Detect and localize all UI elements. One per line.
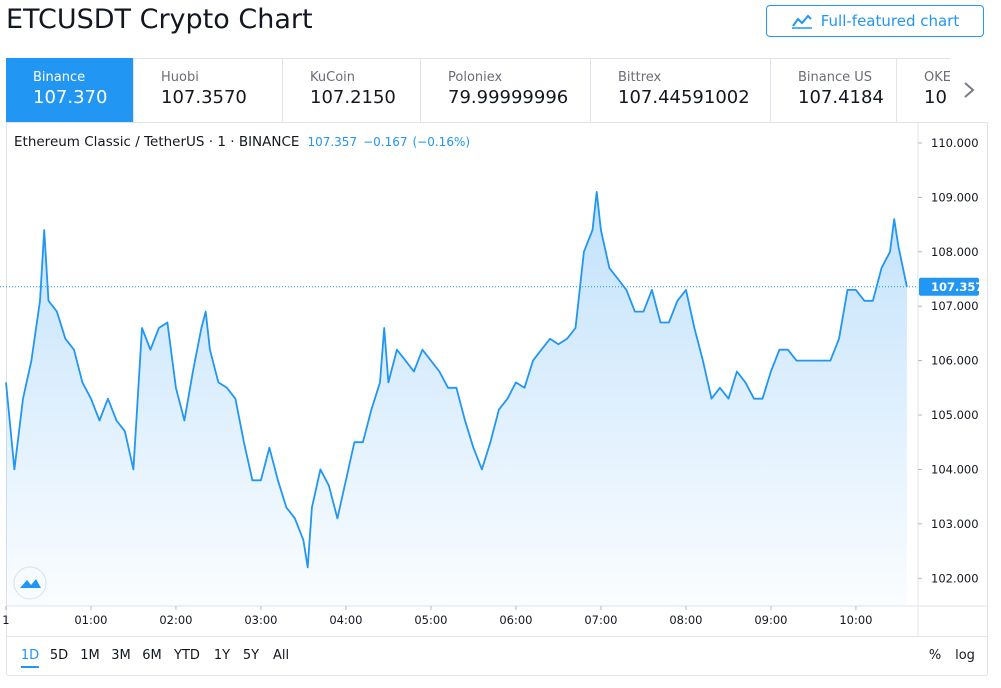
range-button[interactable]: 5Y	[242, 648, 260, 663]
x-tick-label: 02:00	[159, 613, 192, 627]
range-button[interactable]: 1Y	[213, 648, 231, 663]
legend-last: 107.357	[307, 135, 357, 149]
x-tick-label: 09:00	[754, 613, 787, 627]
x-tick-label: 03:00	[244, 613, 277, 627]
scale-option[interactable]: log	[955, 648, 975, 663]
y-tick-label: 108.000	[931, 245, 979, 259]
x-tick-label: 10:00	[839, 613, 872, 627]
range-button[interactable]: 1D	[20, 648, 40, 668]
exchange-price: 79.99999996	[448, 87, 569, 108]
exchange-tab[interactable]: Bittrex 107.44591002	[591, 58, 771, 122]
exchange-tab[interactable]: Poloniex 79.99999996	[421, 58, 591, 122]
page-title: ETCUSDT Crypto Chart	[6, 4, 313, 35]
widget-frame	[6, 58, 988, 676]
x-tick-label: 07:00	[584, 613, 617, 627]
exchange-tab[interactable]: KuCoin 107.2150	[283, 58, 421, 122]
chart-icon	[791, 14, 812, 29]
y-tick-label: 109.000	[931, 190, 979, 204]
exchange-tab[interactable]: Binance 107.370	[6, 58, 134, 122]
exchange-name: OKE	[924, 70, 951, 85]
exchange-name: Huobi	[161, 70, 199, 85]
legend-change-percent: (−0.16%)	[413, 135, 471, 149]
legend-change: −0.167	[363, 135, 407, 149]
symbol-legend: Ethereum Classic / TetherUS · 1 · BINANC…	[14, 134, 299, 150]
x-tick-label: 05:00	[414, 613, 447, 627]
exchange-price: 107.3570	[161, 87, 247, 108]
y-tick-label: 104.000	[931, 462, 979, 476]
x-tick-label: 04:00	[329, 613, 362, 627]
chevron	[964, 82, 975, 98]
range-button[interactable]: All	[272, 648, 290, 663]
y-tick-label: 103.000	[931, 517, 979, 531]
full-chart-button[interactable]: Full-featured chart	[766, 5, 984, 37]
exchange-tab[interactable]: Huobi 107.3570	[134, 58, 283, 122]
scale-option[interactable]: %	[928, 648, 942, 663]
exchange-price: 107.2150	[310, 87, 396, 108]
price-line	[5, 191, 908, 569]
next-arrow[interactable]	[950, 58, 988, 122]
range-button[interactable]: 3M	[111, 648, 131, 663]
x-tick-label: 01:00	[74, 613, 107, 627]
area	[6, 191, 907, 606]
y-tick-label: 102.000	[931, 571, 979, 585]
exchange-name: Poloniex	[448, 70, 503, 85]
exchange-price: 10	[924, 87, 947, 108]
last-price-label: 107.357	[931, 280, 983, 294]
range-button[interactable]: 6M	[142, 648, 162, 663]
x-tick-label: 06:00	[499, 613, 532, 627]
exchange-name: KuCoin	[310, 70, 355, 85]
range-bar: 1D 5D 1M 3M 6M YTD 1Y 5Y All% log	[6, 636, 988, 677]
y-tick-label: 110.000	[931, 136, 979, 150]
exchange-name: Binance US	[798, 70, 873, 85]
y-tick-label: 105.000	[931, 408, 979, 422]
last-price-box	[919, 277, 979, 296]
x-tick-label: 1	[2, 613, 9, 627]
exchange-price: 107.4184	[798, 87, 884, 108]
range-button[interactable]: 1M	[80, 648, 100, 663]
range-button[interactable]: YTD	[174, 648, 200, 663]
range-button[interactable]: 5D	[49, 648, 69, 663]
exchange-price: 107.370	[33, 87, 108, 108]
x-tick-label: 08:00	[669, 613, 702, 627]
exchange-price: 107.44591002	[618, 87, 750, 108]
button-label: Full-featured chart	[820, 12, 960, 30]
y-tick-label: 107.000	[931, 299, 979, 313]
exchange-name: Binance	[33, 70, 86, 85]
exchange-name: Bittrex	[618, 70, 662, 85]
exchange-tabs: Binance 107.370 Huobi 107.3570 KuCoin 107.215…	[6, 58, 988, 123]
y-tick-label: 106.000	[931, 354, 979, 368]
exchange-tab[interactable]: Binance US 107.4184	[771, 58, 897, 122]
